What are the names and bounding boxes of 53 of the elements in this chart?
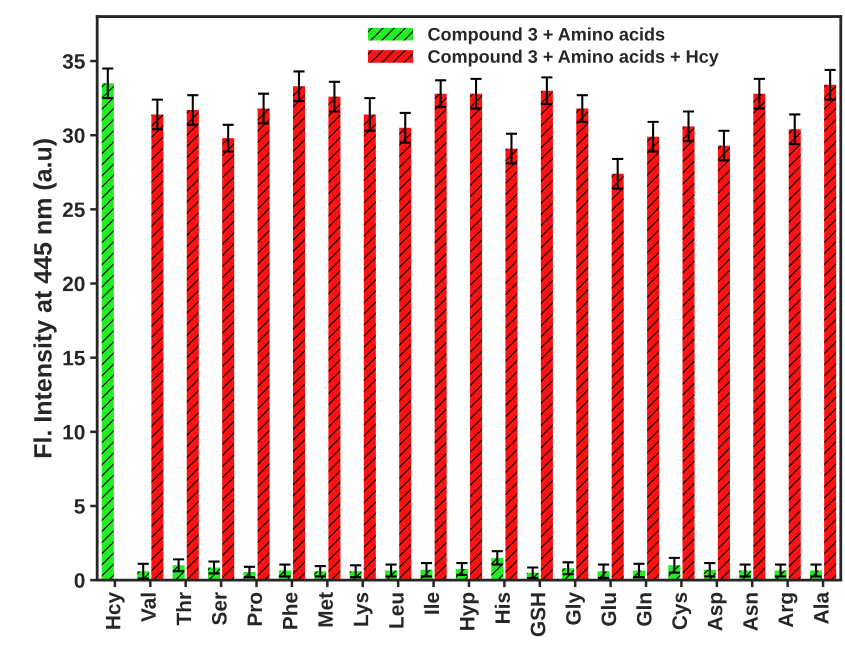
y-tick-label: 30: [62, 128, 85, 143]
y-tick-label: 25: [62, 202, 85, 218]
bar: [102, 83, 114, 580]
y-tick-label: 5: [74, 499, 85, 514]
x-tick-label: Asn: [743, 593, 758, 631]
x-tick-label: Ser: [212, 592, 227, 625]
bar: [292, 86, 306, 580]
x-tick-label: GSH: [530, 593, 546, 636]
bar: [222, 138, 234, 580]
x-tick-label: Gln: [636, 593, 652, 626]
x-tick-label: Hcy: [106, 592, 125, 629]
bar: [718, 146, 730, 580]
y-tick-label: 0: [74, 573, 85, 588]
legend-label: Compound 3 + Amino acids: [428, 27, 664, 44]
x-tick-label: Ile: [424, 592, 440, 614]
x-tick-label: Gly: [565, 592, 585, 625]
bar: [258, 108, 270, 580]
y-tick-label: 35: [62, 54, 85, 69]
bar: [364, 114, 376, 580]
bar: [434, 94, 447, 580]
y-tick-label: 10: [64, 424, 85, 440]
bar: [682, 126, 695, 580]
legend-label: Compound 3 + Amino acids + Hcy: [428, 50, 719, 66]
bar: [328, 96, 340, 580]
bar: [647, 136, 660, 580]
x-tick-label: Hyp: [460, 592, 479, 630]
bar: [540, 90, 553, 580]
x-tick-label: Ala: [813, 592, 829, 624]
x-tick-label: Thr: [176, 592, 192, 626]
bar: [186, 110, 199, 580]
bar: [151, 114, 164, 580]
bar: [399, 128, 412, 580]
x-tick-label: Cys: [672, 592, 692, 630]
bar: [576, 108, 588, 580]
x-tick-label: Pro: [248, 592, 262, 626]
y-tick-label: 15: [64, 350, 85, 366]
y-tick-label: 20: [62, 276, 85, 292]
y-axis-title: Fl. Intensity at 445 nm (a.u): [33, 139, 57, 458]
bar: [788, 129, 801, 580]
x-tick-label: His: [494, 592, 510, 623]
x-tick-label: Asp: [708, 592, 727, 631]
x-tick-label: Phe: [282, 592, 298, 629]
x-tick-label: Met: [318, 592, 333, 626]
bar: [753, 94, 766, 580]
x-tick-label: Val: [140, 593, 156, 622]
bar: [505, 148, 518, 580]
x-tick-label: Arg: [778, 593, 798, 628]
x-tick-label: Glu: [600, 593, 616, 626]
x-tick-label: Leu: [389, 593, 404, 628]
bar: [612, 174, 624, 580]
bar: [470, 94, 482, 580]
x-tick-label: Lys: [354, 592, 372, 626]
bar: [824, 84, 836, 580]
